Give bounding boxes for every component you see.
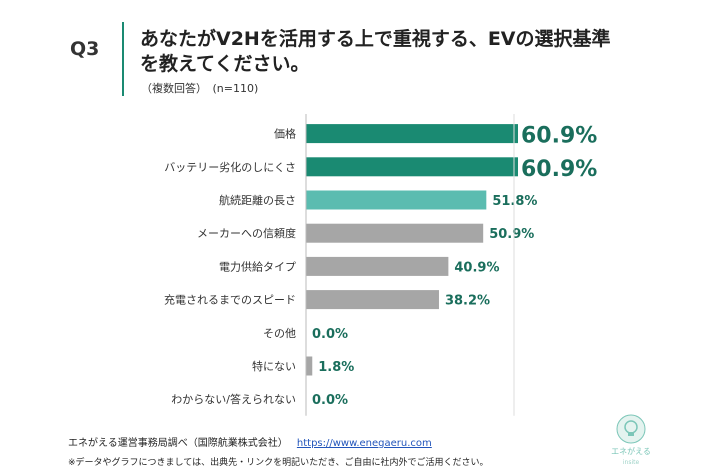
chart-title: あなたがV2Hを活用する上で重視する、EVの選択基準を教えてください。 — [140, 28, 611, 75]
category-label: その他 — [263, 327, 296, 340]
logo-text-bottom: insite — [623, 459, 640, 466]
category-label: わからない/答えられない — [171, 392, 296, 406]
logo-text-top: エネがえる — [611, 446, 651, 456]
header-divider — [122, 22, 124, 96]
bar — [306, 290, 439, 310]
bar — [306, 223, 484, 243]
data-label: 1.8% — [318, 360, 354, 375]
usage-note: ※データやグラフにつきましては、出典先・リンクを明記いただき、ご自由に社内外でご… — [68, 458, 489, 468]
category-label: 特にない — [252, 359, 296, 373]
data-label: 0.0% — [312, 393, 348, 408]
category-label: 航続距離の長さ — [219, 193, 296, 207]
bar — [306, 190, 487, 210]
category-label: 価格 — [274, 127, 296, 141]
bar — [306, 256, 449, 276]
data-label: 50.9% — [489, 227, 534, 242]
data-label: 60.9% — [521, 124, 597, 149]
data-label: 51.8% — [492, 194, 537, 209]
source-line: エネがえる運営事務局調べ（国際航業株式会社） https://www.enega… — [68, 434, 432, 449]
category-label: 電力供給タイプ — [219, 259, 296, 273]
data-label: 38.2% — [445, 294, 490, 309]
bar — [306, 356, 313, 376]
bar — [306, 157, 518, 177]
source-text: エネがえる運営事務局調べ（国際航業株式会社） — [68, 438, 288, 449]
question-number: Q3 — [70, 38, 100, 60]
data-label: 40.9% — [454, 260, 499, 275]
category-label: メーカーへの信頼度 — [197, 226, 296, 240]
chart-subtitle: （複数回答） (n=110) — [141, 82, 259, 95]
enegaeru-logo: エネがえる insite — [611, 414, 651, 466]
source-link[interactable]: https://www.enegaeru.com — [296, 438, 432, 449]
category-label: バッテリー劣化のしにくさ — [164, 160, 296, 174]
bar — [306, 124, 518, 144]
data-label: 60.9% — [521, 157, 597, 182]
category-label: 充電されるまでのスピード — [164, 293, 296, 307]
data-label: 0.0% — [312, 327, 348, 342]
